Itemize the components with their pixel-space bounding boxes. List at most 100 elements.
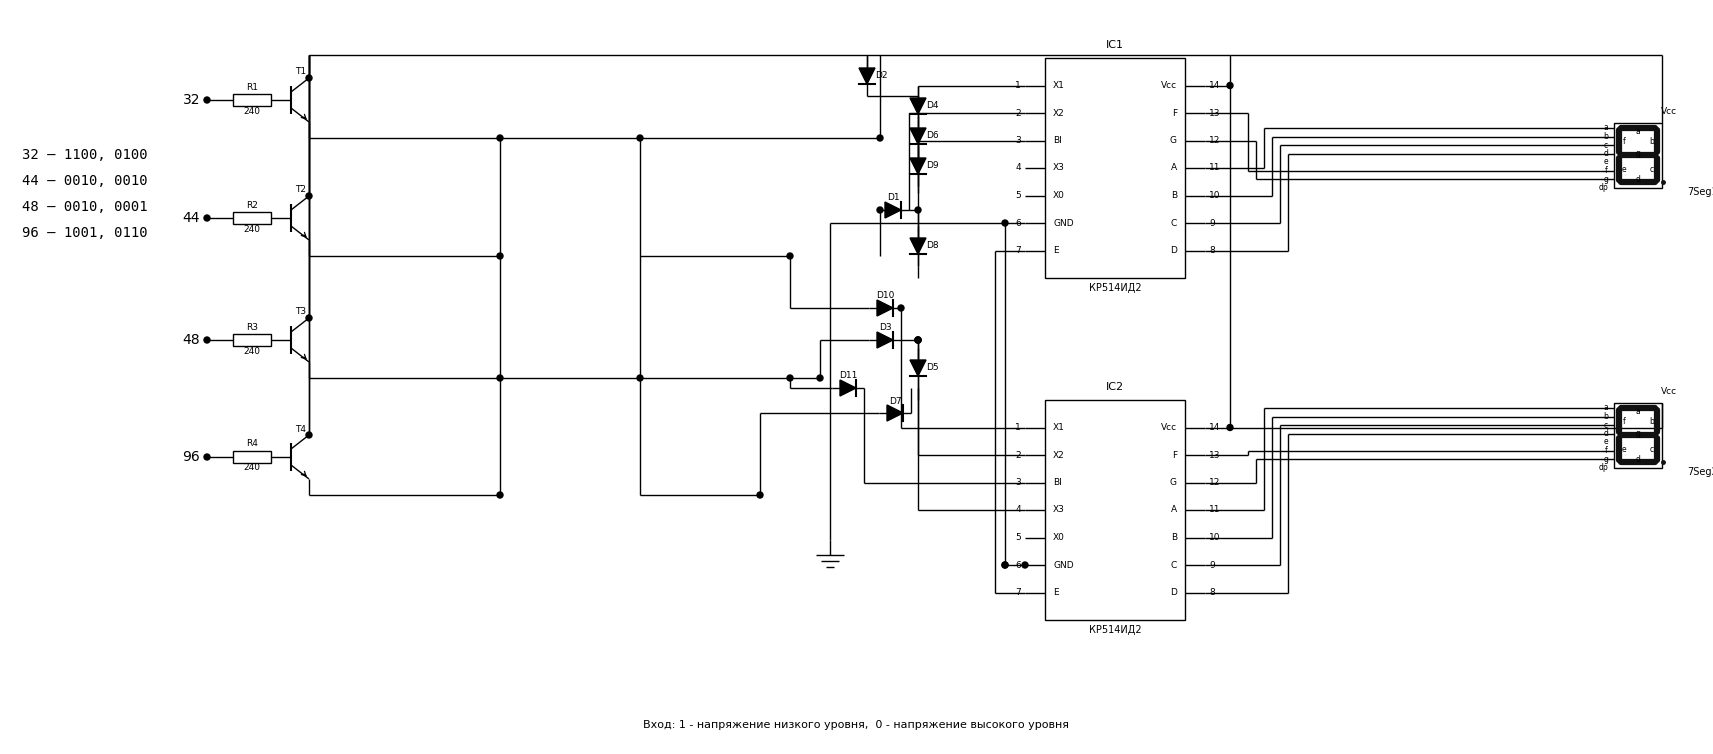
- Circle shape: [915, 207, 922, 213]
- Text: Vcc: Vcc: [1161, 423, 1177, 432]
- Text: Вход: 1 - напряжение низкого уровня,  0 - напряжение высокого уровня: Вход: 1 - напряжение низкого уровня, 0 -…: [642, 720, 1069, 730]
- Text: 44: 44: [183, 211, 200, 225]
- Text: a: a: [1603, 403, 1609, 412]
- Bar: [1045, 58, 1185, 278]
- Text: g: g: [1636, 149, 1641, 158]
- Text: Vcc: Vcc: [1662, 106, 1677, 115]
- Text: R1: R1: [247, 82, 259, 91]
- Text: D5: D5: [925, 363, 939, 372]
- Text: c: c: [1603, 140, 1609, 149]
- Text: GND: GND: [1053, 560, 1074, 569]
- Text: D6: D6: [925, 131, 939, 140]
- Circle shape: [915, 337, 922, 343]
- Text: D10: D10: [875, 292, 894, 301]
- Text: F: F: [1172, 450, 1177, 459]
- Text: E: E: [1053, 588, 1059, 597]
- Text: 6: 6: [1016, 560, 1021, 569]
- Circle shape: [757, 492, 762, 498]
- Polygon shape: [886, 202, 901, 218]
- Text: 44 – 0010, 0010: 44 – 0010, 0010: [22, 174, 147, 188]
- Bar: [233, 334, 271, 346]
- Text: 7: 7: [1016, 246, 1021, 255]
- Text: КР514ИД2: КР514ИД2: [1089, 283, 1141, 293]
- Text: b: b: [1603, 132, 1609, 141]
- Text: 8: 8: [1209, 588, 1215, 597]
- Circle shape: [637, 135, 642, 141]
- Polygon shape: [858, 68, 875, 84]
- Polygon shape: [910, 360, 927, 376]
- Text: R3: R3: [247, 323, 259, 332]
- Text: IC1: IC1: [1107, 40, 1124, 50]
- Text: G: G: [1170, 136, 1177, 145]
- Text: e: e: [1603, 437, 1609, 446]
- Text: BI: BI: [1053, 136, 1062, 145]
- Text: e: e: [1603, 158, 1609, 167]
- Text: T4: T4: [295, 425, 307, 434]
- Text: A: A: [1172, 164, 1177, 173]
- Circle shape: [307, 75, 312, 81]
- Text: BI: BI: [1053, 478, 1062, 487]
- Text: X3: X3: [1053, 164, 1065, 173]
- Polygon shape: [887, 405, 903, 421]
- Text: B: B: [1172, 191, 1177, 200]
- Text: dp: dp: [1598, 183, 1609, 192]
- Text: 12: 12: [1209, 478, 1220, 487]
- Text: g: g: [1603, 455, 1609, 464]
- Polygon shape: [877, 332, 892, 348]
- Text: dp: dp: [1598, 463, 1609, 472]
- Text: b: b: [1603, 412, 1609, 421]
- Text: X2: X2: [1053, 109, 1065, 118]
- Text: B: B: [1172, 533, 1177, 542]
- Circle shape: [786, 375, 793, 381]
- Text: 240: 240: [243, 464, 260, 473]
- Circle shape: [1227, 425, 1233, 431]
- Text: 7: 7: [1016, 588, 1021, 597]
- Text: T3: T3: [295, 308, 307, 317]
- Circle shape: [915, 337, 922, 343]
- Polygon shape: [910, 98, 927, 114]
- Text: X2: X2: [1053, 450, 1065, 459]
- Text: D3: D3: [879, 323, 891, 333]
- Bar: [233, 451, 271, 463]
- Text: 5: 5: [1016, 533, 1021, 542]
- Bar: [233, 212, 271, 224]
- Text: G: G: [1170, 478, 1177, 487]
- Circle shape: [204, 454, 211, 460]
- Circle shape: [915, 337, 922, 343]
- Text: 6: 6: [1016, 219, 1021, 228]
- Bar: [1614, 403, 1662, 468]
- Text: A: A: [1172, 505, 1177, 514]
- Text: 8: 8: [1209, 246, 1215, 255]
- Text: Vcc: Vcc: [1662, 387, 1677, 396]
- Text: g: g: [1603, 174, 1609, 183]
- Circle shape: [877, 135, 882, 141]
- Text: X1: X1: [1053, 81, 1065, 90]
- Bar: [1614, 123, 1662, 188]
- Circle shape: [204, 215, 211, 221]
- Circle shape: [1227, 82, 1233, 88]
- Text: 2: 2: [1016, 450, 1021, 459]
- Text: D2: D2: [875, 72, 887, 81]
- Circle shape: [877, 207, 882, 213]
- Polygon shape: [910, 238, 927, 254]
- Text: E: E: [1053, 246, 1059, 255]
- Text: 96 – 1001, 0110: 96 – 1001, 0110: [22, 226, 147, 240]
- Bar: [233, 94, 271, 106]
- Polygon shape: [910, 128, 927, 144]
- Text: 7Seg2: 7Seg2: [1687, 467, 1713, 477]
- Text: 4: 4: [1016, 164, 1021, 173]
- Text: 14: 14: [1209, 423, 1220, 432]
- Text: X0: X0: [1053, 191, 1065, 200]
- Text: d: d: [1603, 429, 1609, 438]
- Text: 32 – 1100, 0100: 32 – 1100, 0100: [22, 148, 147, 162]
- Text: d: d: [1636, 174, 1641, 183]
- Circle shape: [497, 492, 504, 498]
- Text: 2: 2: [1016, 109, 1021, 118]
- Text: 240: 240: [243, 106, 260, 115]
- Text: D9: D9: [925, 161, 939, 170]
- Text: КР514ИД2: КР514ИД2: [1089, 625, 1141, 635]
- Text: Vcc: Vcc: [1161, 81, 1177, 90]
- Circle shape: [204, 337, 211, 343]
- Text: 5: 5: [1016, 191, 1021, 200]
- Circle shape: [817, 375, 822, 381]
